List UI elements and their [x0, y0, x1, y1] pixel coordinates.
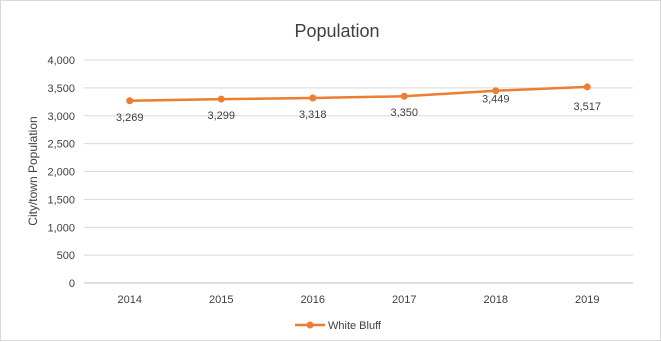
data-label: 3,517: [573, 101, 601, 113]
y-axis-ticks: 0 500 1,000 1,500 2,000 2,500 3,000 3,500 4,000: [47, 55, 75, 290]
data-label: 3,299: [207, 110, 235, 122]
series-layer: 3,269 3,299 3,318 3,350 3,449 3,517: [116, 83, 601, 124]
y-tick-label: 3,500: [47, 83, 75, 95]
x-tick-label: 2017: [392, 294, 416, 306]
data-label: 3,449: [482, 94, 510, 106]
y-tick-label: 0: [69, 278, 75, 290]
x-tick-label: 2016: [301, 294, 325, 306]
x-tick-label: 2018: [484, 294, 508, 306]
x-axis-ticks: 2014 2015 2016 2017 2018 2019: [118, 294, 600, 306]
legend-label: White Bluff: [328, 320, 382, 332]
y-axis-label: City/town Population: [26, 116, 40, 225]
data-point: [400, 92, 408, 100]
data-label: 3,350: [390, 107, 418, 119]
y-tick-label: 2,500: [47, 139, 75, 151]
x-tick-label: 2014: [118, 294, 142, 306]
series-line: [129, 85, 588, 103]
data-point: [217, 95, 225, 103]
y-tick-label: 1,000: [47, 222, 75, 234]
data-point: [126, 97, 134, 105]
y-tick-label: 4,000: [47, 55, 75, 67]
data-point: [492, 87, 500, 95]
y-tick-label: 1,500: [47, 194, 75, 206]
y-tick-label: 500: [57, 250, 75, 262]
gridlines: [84, 59, 633, 284]
legend-marker: [306, 321, 314, 329]
y-tick-label: 3,000: [47, 111, 75, 123]
data-point: [309, 94, 317, 102]
x-tick-label: 2019: [575, 294, 599, 306]
legend: White Bluff: [295, 320, 382, 332]
data-label: 3,269: [116, 112, 144, 124]
chart-title: Population: [294, 21, 379, 41]
y-tick-label: 2,000: [47, 167, 75, 179]
data-label: 3,318: [299, 109, 327, 121]
x-tick-label: 2015: [209, 294, 233, 306]
data-point: [583, 83, 591, 91]
